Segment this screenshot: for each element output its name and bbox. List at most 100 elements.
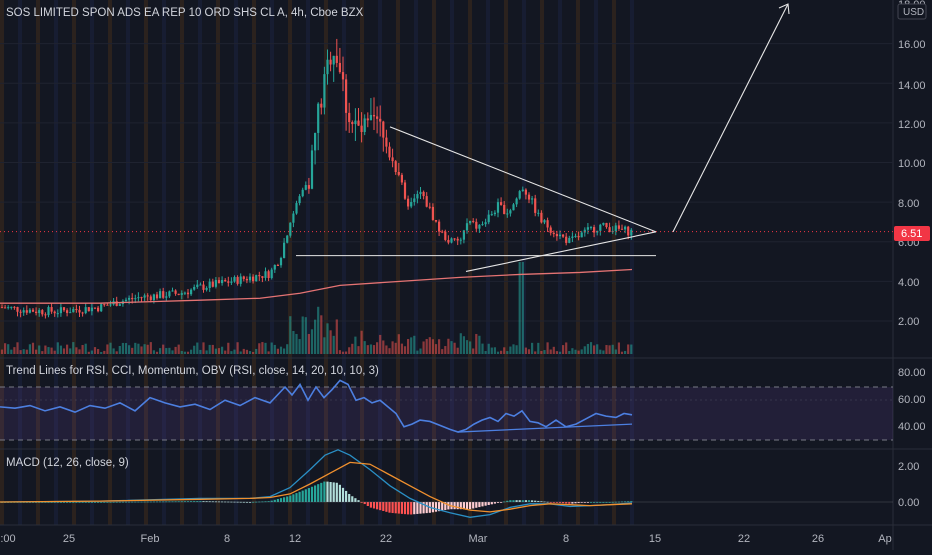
volume-bar xyxy=(345,351,348,354)
macd-histogram-bar xyxy=(403,502,407,515)
candle-body xyxy=(521,189,524,192)
macd-histogram-bar xyxy=(354,498,357,502)
candle-body xyxy=(205,288,208,290)
candle-body xyxy=(583,229,586,233)
volume-bars xyxy=(0,262,633,354)
macd-histogram-bar xyxy=(614,501,617,503)
candle-body xyxy=(261,276,264,278)
volume-bar xyxy=(543,350,546,354)
candle-body xyxy=(478,224,481,229)
volume-bar xyxy=(128,345,131,354)
chart-title[interactable]: SOS LIMITED SPON ADS EA REP 10 ORD SHS C… xyxy=(6,7,364,19)
candle-body xyxy=(456,238,459,241)
triangle-upper-trendline[interactable] xyxy=(389,126,657,233)
volume-bar xyxy=(593,345,596,354)
macd-histogram-bar xyxy=(537,500,540,502)
triangle-lower-trendline[interactable] xyxy=(465,231,657,273)
candle-body xyxy=(413,198,416,203)
price-tick: 12.00 xyxy=(898,119,926,131)
macd-histogram-bar xyxy=(165,501,168,503)
candle-body xyxy=(19,311,22,313)
candle-body xyxy=(10,306,13,308)
volume-bar xyxy=(193,345,196,354)
candle-body xyxy=(177,293,180,295)
candle-body xyxy=(304,185,307,190)
time-axis[interactable]: :00 25 Feb 8 12 22 Mar 8 15 22 26 Ap xyxy=(0,533,891,545)
candle-body xyxy=(586,227,589,230)
macd-histogram-bar xyxy=(171,501,174,503)
candle-body xyxy=(416,194,419,199)
candle-body xyxy=(366,118,369,121)
macd-histogram-bar xyxy=(586,502,589,503)
volume-bar xyxy=(605,345,608,354)
candlesticks[interactable] xyxy=(0,38,633,319)
macd-histogram-bar xyxy=(357,500,360,502)
rsi-indicator-label[interactable]: Trend Lines for RSI, CCI, Momentum, OBV … xyxy=(6,365,379,377)
volume-bar xyxy=(50,347,53,354)
candle-body xyxy=(4,307,7,309)
candle-body xyxy=(571,236,574,238)
session-stripe xyxy=(234,0,238,525)
macd-histogram-bar xyxy=(314,485,317,502)
macd-histogram-bar xyxy=(589,502,593,503)
volume-bar xyxy=(382,340,385,354)
volume-bar xyxy=(372,345,376,354)
rsi-axis[interactable]: 80.00 60.00 40.00 xyxy=(898,367,926,433)
macd-histogram-bar xyxy=(335,482,338,502)
macd-axis[interactable]: 2.00 0.00 xyxy=(898,461,919,509)
macd-histogram-bar xyxy=(434,502,438,512)
candle-body xyxy=(323,74,326,108)
volume-bar xyxy=(627,344,630,354)
macd-signal-line[interactable] xyxy=(0,461,633,513)
volume-bar xyxy=(360,330,363,354)
candle-body xyxy=(242,276,245,279)
volume-bar xyxy=(267,351,270,354)
candle-body xyxy=(360,125,363,132)
macd-histogram-bar xyxy=(276,498,279,502)
macd-histogram-bar xyxy=(500,502,503,503)
last-price-value: 6.51 xyxy=(901,228,922,240)
session-stripe xyxy=(522,0,526,525)
volume-bar xyxy=(47,347,50,354)
volume-bar xyxy=(19,350,22,354)
candle-body xyxy=(202,284,205,290)
candle-body xyxy=(47,307,50,316)
macd-histogram-bar xyxy=(568,502,571,504)
candle-body xyxy=(208,281,211,289)
candle-body xyxy=(422,191,425,197)
volume-bar xyxy=(391,341,394,354)
candle-body xyxy=(140,297,143,299)
currency-badge[interactable] xyxy=(897,3,927,20)
candle-body xyxy=(376,116,379,119)
macd-histogram-bar xyxy=(366,502,369,507)
rsi-trendline[interactable] xyxy=(457,423,633,433)
session-stripe xyxy=(0,0,4,525)
volume-bar xyxy=(221,346,224,354)
volume-bar xyxy=(252,351,255,354)
candle-body xyxy=(599,224,602,231)
volume-bar xyxy=(31,342,35,354)
volume-bar xyxy=(124,343,128,354)
volume-bar xyxy=(484,351,487,354)
macd-histogram-bar xyxy=(310,486,314,502)
macd-histogram-bar xyxy=(527,500,531,502)
macd-histogram-bar xyxy=(493,502,496,504)
moving-average-line[interactable] xyxy=(0,268,633,304)
candle-body xyxy=(431,206,434,220)
volume-bar xyxy=(527,349,531,354)
candle-body xyxy=(38,310,41,314)
volume-bar xyxy=(16,342,19,354)
candle-body xyxy=(518,191,521,199)
macd-histogram-bar xyxy=(360,502,363,503)
breakout-arrow[interactable] xyxy=(672,3,789,233)
macd-histogram-bar xyxy=(329,481,332,502)
candle-body xyxy=(103,304,106,306)
volume-bar xyxy=(180,350,183,354)
volume-bar xyxy=(400,343,403,354)
volume-bar xyxy=(199,349,202,354)
macd-indicator-label[interactable]: MACD (12, 26, close, 9) xyxy=(6,457,129,469)
volume-bar xyxy=(326,323,329,354)
rsi-line[interactable] xyxy=(0,379,633,433)
